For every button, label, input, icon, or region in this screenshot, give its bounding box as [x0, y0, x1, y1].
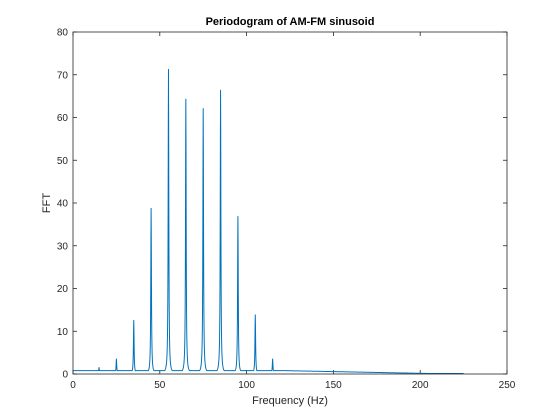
y-tick-label: 80 — [57, 28, 69, 39]
x-tick-label: 200 — [412, 380, 429, 391]
y-tick-label: 0 — [62, 370, 68, 381]
y-tick-label: 20 — [57, 284, 69, 295]
x-tick-label: 100 — [238, 380, 255, 391]
y-tick-label: 70 — [57, 70, 69, 81]
y-axis-label: FFT — [41, 193, 53, 213]
axes-box — [72, 31, 508, 375]
plot-area — [73, 32, 507, 374]
y-tick-label: 10 — [57, 327, 69, 338]
x-tick-label: 250 — [499, 380, 516, 391]
fft-series-line — [72, 68, 464, 374]
x-tick-label: 50 — [154, 380, 166, 391]
y-tick-label: 50 — [57, 156, 69, 167]
x-tick-label: 0 — [70, 380, 76, 391]
chart-title: Periodogram of AM-FM sinusoid — [206, 16, 375, 28]
y-tick-label: 60 — [57, 113, 69, 124]
x-tick-label: 150 — [325, 380, 342, 391]
x-axis-label: Frequency (Hz) — [252, 395, 328, 407]
y-tick-label: 40 — [57, 199, 69, 210]
y-tick-label: 30 — [57, 241, 69, 252]
y-ticks: 0 10 20 30 40 50 60 70 80 — [57, 28, 507, 381]
